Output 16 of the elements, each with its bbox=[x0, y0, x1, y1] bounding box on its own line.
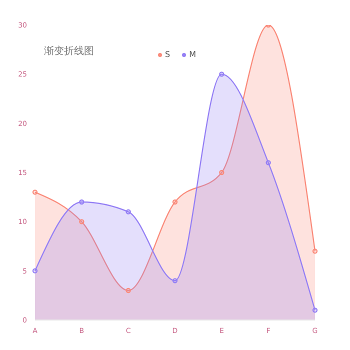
point bbox=[32, 268, 38, 274]
legend-label: S bbox=[165, 50, 170, 59]
point bbox=[126, 288, 131, 294]
point bbox=[172, 278, 178, 284]
point bbox=[219, 170, 224, 176]
legend-label: M bbox=[189, 50, 196, 59]
point bbox=[126, 209, 131, 214]
point bbox=[172, 199, 178, 205]
text: 渐变折线图 bbox=[44, 44, 94, 58]
point bbox=[79, 199, 84, 205]
point bbox=[219, 72, 224, 77]
point bbox=[312, 308, 318, 313]
point bbox=[32, 190, 38, 195]
point bbox=[79, 219, 84, 224]
point bbox=[312, 248, 318, 254]
point bbox=[266, 160, 271, 166]
